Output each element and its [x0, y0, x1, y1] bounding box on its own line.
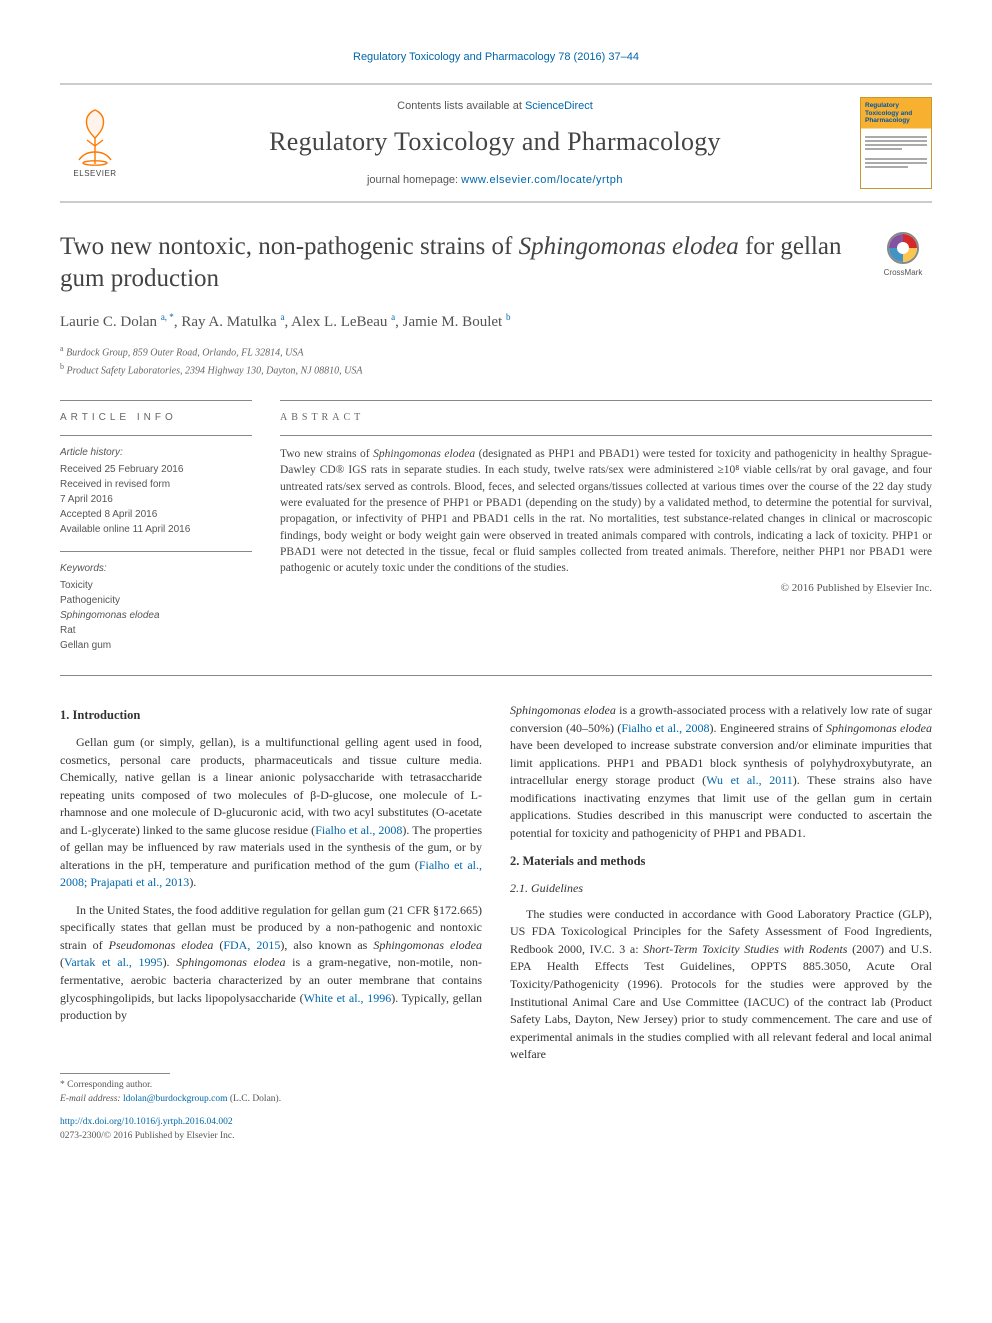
contents-lists-line: Contents lists available at ScienceDirec…: [144, 99, 846, 114]
author-email-link[interactable]: ldolan@burdockgroup.com: [123, 1094, 228, 1104]
keyword: Gellan gum: [60, 638, 252, 653]
article-body: 1. Introduction Gellan gum (or simply, g…: [60, 702, 932, 1144]
homepage-prefix: journal homepage:: [367, 174, 461, 186]
crossmark-label: CrossMark: [884, 267, 923, 278]
journal-name: Regulatory Toxicology and Pharmacology: [144, 124, 846, 160]
article-info-heading: ARTICLE INFO: [60, 411, 252, 425]
crossmark-icon: [886, 231, 920, 265]
history-text: Received 25 February 2016Received in rev…: [60, 462, 252, 537]
title-species: Sphingomonas elodea: [519, 233, 739, 260]
email-line: E-mail address: ldolan@burdockgroup.com …: [60, 1092, 482, 1106]
citation-link[interactable]: Fialho et al., 2008: [315, 823, 402, 837]
journal-masthead: ELSEVIER Contents lists available at Sci…: [60, 83, 932, 203]
citation-link[interactable]: Wu et al., 2011: [706, 773, 793, 787]
citation-link[interactable]: FDA, 2015: [223, 938, 280, 952]
section-heading-intro: 1. Introduction: [60, 706, 482, 724]
sciencedirect-link[interactable]: ScienceDirect: [525, 100, 593, 112]
issn-copyright: 0273-2300/© 2016 Published by Elsevier I…: [60, 1130, 482, 1144]
journal-homepage-link[interactable]: www.elsevier.com/locate/yrtph: [461, 174, 623, 186]
keyword: Toxicity: [60, 578, 252, 593]
crossmark-badge[interactable]: CrossMark: [874, 231, 932, 278]
affiliations: a Burdock Group, 859 Outer Road, Orlando…: [60, 343, 932, 378]
journal-cover-thumbnail: Regulatory Toxicology and Pharmacology: [860, 97, 932, 189]
citation-link[interactable]: Fialho et al., 2008: [621, 721, 709, 735]
cover-title: Regulatory Toxicology and Pharmacology: [865, 102, 927, 123]
contents-prefix: Contents lists available at: [397, 100, 525, 112]
keyword: Rat: [60, 623, 252, 638]
keyword: Pathogenicity: [60, 593, 252, 608]
intro-paragraph-2: In the United States, the food additive …: [60, 902, 482, 1025]
intro-paragraph-1: Gellan gum (or simply, gellan), is a mul…: [60, 734, 482, 892]
doi-link[interactable]: http://dx.doi.org/10.1016/j.yrtph.2016.0…: [60, 1117, 233, 1127]
abstract-text: Two new strains of Sphingomonas elodea (…: [280, 446, 932, 577]
citation-link[interactable]: White et al., 1996: [304, 991, 392, 1005]
copyright-line: © 2016 Published by Elsevier Inc.: [280, 581, 932, 596]
elsevier-tree-icon: [71, 108, 119, 166]
authors: Laurie C. Dolan a, *, Ray A. Matulka a, …: [60, 311, 932, 333]
elsevier-logo: ELSEVIER: [60, 102, 130, 184]
title-part: Two new nontoxic, non-pathogenic strains…: [60, 233, 519, 260]
elsevier-wordmark: ELSEVIER: [73, 168, 116, 179]
keywords-label: Keywords:: [60, 562, 252, 576]
history-label: Article history:: [60, 446, 252, 460]
affiliation-a: a Burdock Group, 859 Outer Road, Orlando…: [60, 343, 932, 360]
corresponding-footnote: * Corresponding author. E-mail address: …: [60, 1073, 482, 1107]
affiliation-b: b Product Safety Laboratories, 2394 High…: [60, 361, 932, 378]
article-title: Two new nontoxic, non-pathogenic strains…: [60, 231, 862, 295]
abstract-heading: ABSTRACT: [280, 411, 932, 425]
journal-homepage-line: journal homepage: www.elsevier.com/locat…: [144, 173, 846, 188]
footer-identifiers: http://dx.doi.org/10.1016/j.yrtph.2016.0…: [60, 1116, 482, 1144]
keyword: Sphingomonas elodea: [60, 608, 252, 623]
guidelines-paragraph: The studies were conducted in accordance…: [510, 906, 932, 1064]
article-info-column: ARTICLE INFO Article history: Received 2…: [60, 400, 252, 667]
section-heading-methods: 2. Materials and methods: [510, 852, 932, 870]
abstract-column: ABSTRACT Two new strains of Sphingomonas…: [280, 400, 932, 667]
subsection-heading-guidelines: 2.1. Guidelines: [510, 880, 932, 898]
keywords-list: ToxicityPathogenicitySphingomonas elodea…: [60, 578, 252, 653]
citation-link[interactable]: Vartak et al., 1995: [64, 955, 163, 969]
corresponding-author: * Corresponding author.: [60, 1078, 482, 1092]
intro-paragraph-3: Sphingomonas elodea is a growth-associat…: [510, 702, 932, 842]
running-header: Regulatory Toxicology and Pharmacology 7…: [60, 50, 932, 65]
